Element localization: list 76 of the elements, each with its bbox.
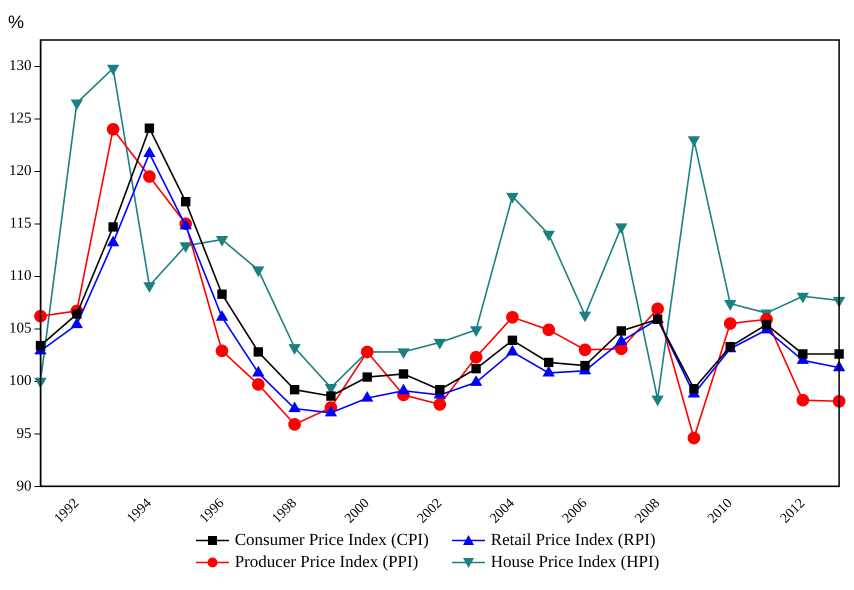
point — [360, 346, 374, 358]
y-tick-label: 90 — [16, 478, 32, 494]
point — [434, 338, 446, 349]
point — [471, 364, 481, 374]
point — [108, 222, 118, 232]
point — [144, 282, 155, 292]
point — [616, 326, 626, 336]
point — [435, 385, 444, 394]
point — [544, 358, 554, 368]
point — [470, 326, 482, 336]
point — [724, 300, 736, 310]
point — [578, 344, 592, 356]
point — [688, 432, 700, 444]
point — [506, 192, 518, 203]
point — [216, 344, 228, 358]
point — [181, 197, 190, 206]
point — [652, 314, 662, 324]
point — [398, 348, 410, 358]
point — [797, 292, 808, 303]
point — [651, 302, 664, 316]
point — [254, 347, 263, 357]
point — [398, 384, 410, 394]
legend-label: Consumer Price Index (CPI) — [234, 530, 429, 550]
point — [290, 385, 300, 394]
point — [289, 402, 300, 412]
point — [543, 366, 554, 376]
point — [724, 317, 737, 330]
y-tick-label: 95 — [16, 426, 32, 442]
point — [542, 324, 556, 336]
point — [434, 398, 446, 411]
point — [108, 64, 119, 75]
point — [326, 391, 336, 401]
point — [506, 310, 519, 324]
legend-label: Producer Price Index (PPI) — [234, 552, 418, 572]
point — [362, 372, 372, 382]
point — [543, 230, 554, 241]
point — [252, 266, 264, 276]
point — [616, 335, 627, 345]
point — [796, 394, 810, 407]
point — [616, 223, 627, 234]
point — [289, 344, 300, 354]
legend-label: Retail Price Index (RPI) — [490, 530, 656, 550]
y-tick-label: 105 — [9, 320, 32, 337]
point — [470, 350, 482, 364]
point — [144, 124, 154, 133]
point — [252, 378, 265, 391]
legend-label: House Price Index (HPI) — [490, 552, 660, 572]
point — [71, 318, 82, 328]
point — [689, 384, 699, 394]
point — [106, 122, 120, 136]
point — [288, 418, 301, 431]
point — [580, 360, 590, 370]
point — [325, 406, 336, 416]
point — [71, 99, 82, 110]
point — [216, 236, 228, 246]
y-tick-label: 130 — [9, 58, 32, 74]
point — [688, 136, 700, 146]
point — [180, 242, 192, 252]
point — [762, 320, 772, 330]
point — [143, 170, 156, 183]
y-tick-label: 115 — [10, 216, 32, 232]
point — [362, 392, 373, 402]
point — [579, 312, 591, 322]
point — [252, 366, 264, 376]
point — [72, 309, 82, 319]
y-axis-title: % — [8, 12, 24, 32]
point — [470, 376, 482, 386]
y-tick-label: 120 — [9, 163, 32, 180]
y-tick-label: 125 — [9, 110, 32, 127]
y-tick-label: 100 — [9, 373, 32, 390]
point — [217, 289, 227, 299]
y-tick-label: 110 — [10, 268, 32, 284]
point — [798, 349, 808, 359]
point — [506, 346, 518, 356]
point — [398, 369, 408, 379]
point — [508, 336, 518, 346]
